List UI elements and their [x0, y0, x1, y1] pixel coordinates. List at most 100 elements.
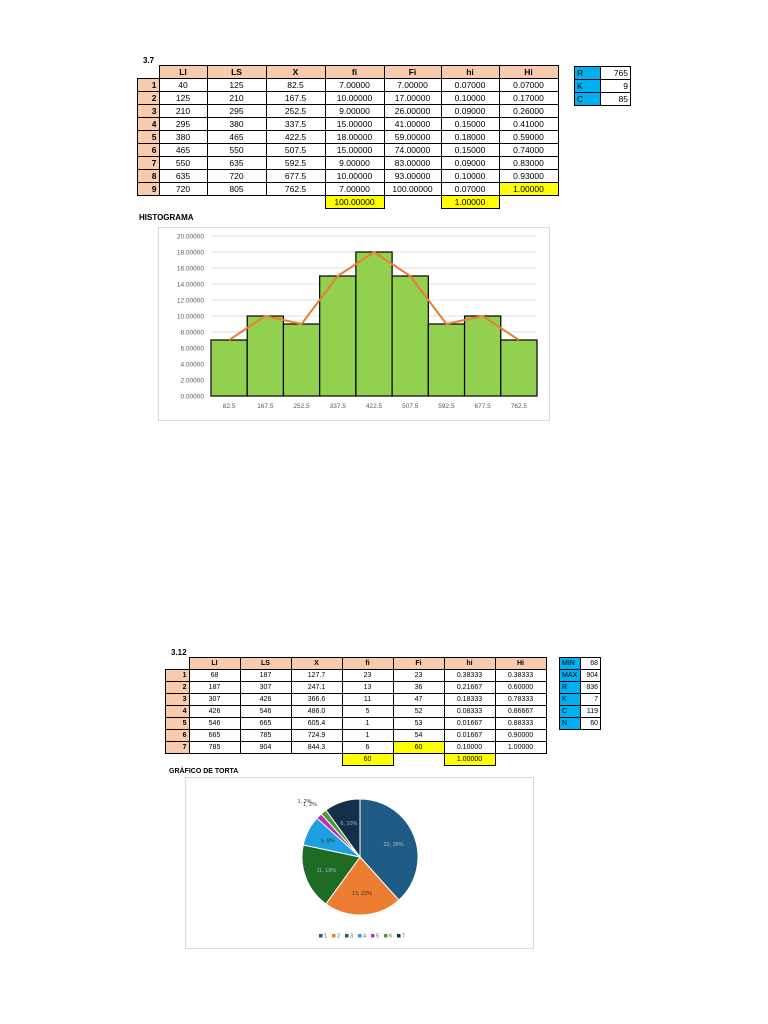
histogram-bar: [427, 323, 466, 397]
x-tick-label: 762.5: [511, 403, 528, 410]
legend-swatch: [384, 934, 388, 938]
summary-key: R: [559, 681, 581, 694]
y-tick-label: 20.00000: [177, 234, 204, 241]
table-cell: 380: [206, 117, 267, 131]
row-index: 8: [137, 169, 160, 183]
table-cell: 210: [158, 104, 208, 118]
table-cell: 9.00000: [324, 156, 385, 170]
x-tick-label: 167.5: [257, 403, 274, 410]
summary-row: R 836: [559, 681, 601, 694]
legend-label: 3: [350, 934, 353, 940]
row-index: 7: [165, 741, 190, 754]
table-cell: 762.5: [265, 182, 326, 196]
table-cell: 677.5: [265, 169, 326, 183]
summary-row: MAX 904: [559, 669, 601, 682]
table-cell: 0.15000: [440, 117, 500, 131]
legend-label: 5: [376, 934, 379, 940]
table-cell: 0.07000: [440, 182, 500, 196]
blank-cell: [166, 658, 190, 670]
table-cell: 1: [341, 717, 394, 730]
histogram-chart: 0.00000 2.00000 4.00000 6.00000 8.00000 10.00…: [158, 227, 550, 421]
table-cell: 844.3: [290, 741, 343, 754]
summary-key: C: [574, 92, 601, 106]
blank-cell: [166, 754, 190, 766]
table-cell: 426: [239, 693, 292, 706]
blank-cell: [393, 754, 444, 766]
table-row: 3 307 426 366.6 11 47 0.18333 0.78333: [165, 693, 547, 706]
table-cell: 550: [158, 156, 208, 170]
histogram-bar: [355, 251, 393, 397]
section-title-3-7: 3.7: [143, 56, 155, 65]
pie-data-label: 1, 2%: [303, 802, 317, 808]
summary-key: K: [559, 693, 581, 706]
table-cell: 0.07000: [440, 78, 500, 92]
column-header: fi: [324, 65, 385, 79]
table-row: 5 546 665 605.4 1 53 0.01667 0.88333: [165, 717, 547, 730]
histogram-bar: [319, 275, 357, 397]
table-cell: 125: [158, 91, 208, 105]
pie-chart: 23, 38% 13, 22% 11, 18% 5, 8% 1, 2% 1, 2% 6, 1…: [185, 777, 534, 949]
table-cell: 6: [341, 741, 394, 754]
summary-row: MIN 68: [559, 657, 601, 670]
table-cell: 307: [239, 681, 292, 694]
row-index: 7: [137, 156, 160, 170]
table-cell: 247.1: [290, 681, 343, 694]
table-cell: 52: [392, 705, 445, 718]
table-cell: 0.93000: [498, 169, 559, 183]
table-cell: 1.00000: [494, 741, 547, 754]
row-index: 6: [165, 729, 190, 742]
table-cell: 0.01667: [443, 717, 496, 730]
table-cell: 0.10000: [443, 741, 496, 754]
table-cell: 785: [239, 729, 292, 742]
table-row: 4 426 546 486.0 5 52 0.08333 0.86667: [165, 705, 547, 718]
summary-key: MIN: [559, 657, 581, 670]
row-index: 9: [137, 182, 160, 196]
blank-cell: [291, 754, 342, 766]
histogram-bar: [500, 339, 538, 397]
table-cell: 100.00000: [383, 182, 442, 196]
row-index: 6: [137, 143, 160, 157]
table-cell: 7.00000: [324, 182, 385, 196]
x-tick-label: 677.5: [475, 403, 492, 410]
blank-cell: [138, 66, 160, 79]
table-cell: 7.00000: [324, 78, 385, 92]
pie-svg: 23, 38% 13, 22% 11, 18% 5, 8% 1, 2%1, 2% 6, 1…: [297, 798, 419, 940]
histogram-bar: [210, 339, 248, 397]
total-fi-cell: 100.00000: [324, 195, 385, 209]
table-cell: 665: [239, 717, 292, 730]
table-cell: 15.00000: [324, 143, 385, 157]
legend-label: 4: [363, 934, 366, 940]
table-cell: 252.5: [265, 104, 326, 118]
table-cell: 0.09000: [440, 104, 500, 118]
table-row: 4 295 380 337.5 15.00000 41.00000 0.15000 0.410…: [137, 117, 559, 131]
table-cell: 54: [392, 729, 445, 742]
y-tick-label: 0.00000: [181, 394, 205, 401]
table-cell: 635: [158, 169, 208, 183]
table-cell: 127.7: [290, 669, 343, 682]
summary-row: R 765: [574, 66, 631, 80]
blank-cell: [159, 196, 207, 209]
x-tick-label: 337.5: [330, 403, 347, 410]
summary-table-3-12: MIN 68 MAX 904 R 836 K 7 C 119 N 60: [559, 657, 601, 730]
table-cell: 724.9: [290, 729, 343, 742]
table-cell: 0.18333: [443, 693, 496, 706]
table-cell: 0.60000: [494, 681, 547, 694]
table-cell: 0.10000: [440, 169, 500, 183]
legend-swatch: [371, 934, 375, 938]
column-header: Fi: [392, 657, 445, 670]
table-cell: 82.5: [265, 78, 326, 92]
summary-key: MAX: [559, 669, 581, 682]
table-cell: 26.00000: [383, 104, 442, 118]
table-cell: 210: [206, 91, 267, 105]
column-header: X: [290, 657, 343, 670]
row-index: 1: [165, 669, 190, 682]
x-tick-label: 592.5: [438, 403, 455, 410]
frequency-polygon-line: [228, 250, 520, 341]
table-cell: 785: [188, 741, 241, 754]
table-cell: 635: [206, 156, 267, 170]
table-cell: 41.00000: [383, 117, 442, 131]
legend-swatch: [345, 934, 349, 938]
column-header: hi: [440, 65, 500, 79]
section-title-3-12: 3.12: [171, 648, 187, 657]
